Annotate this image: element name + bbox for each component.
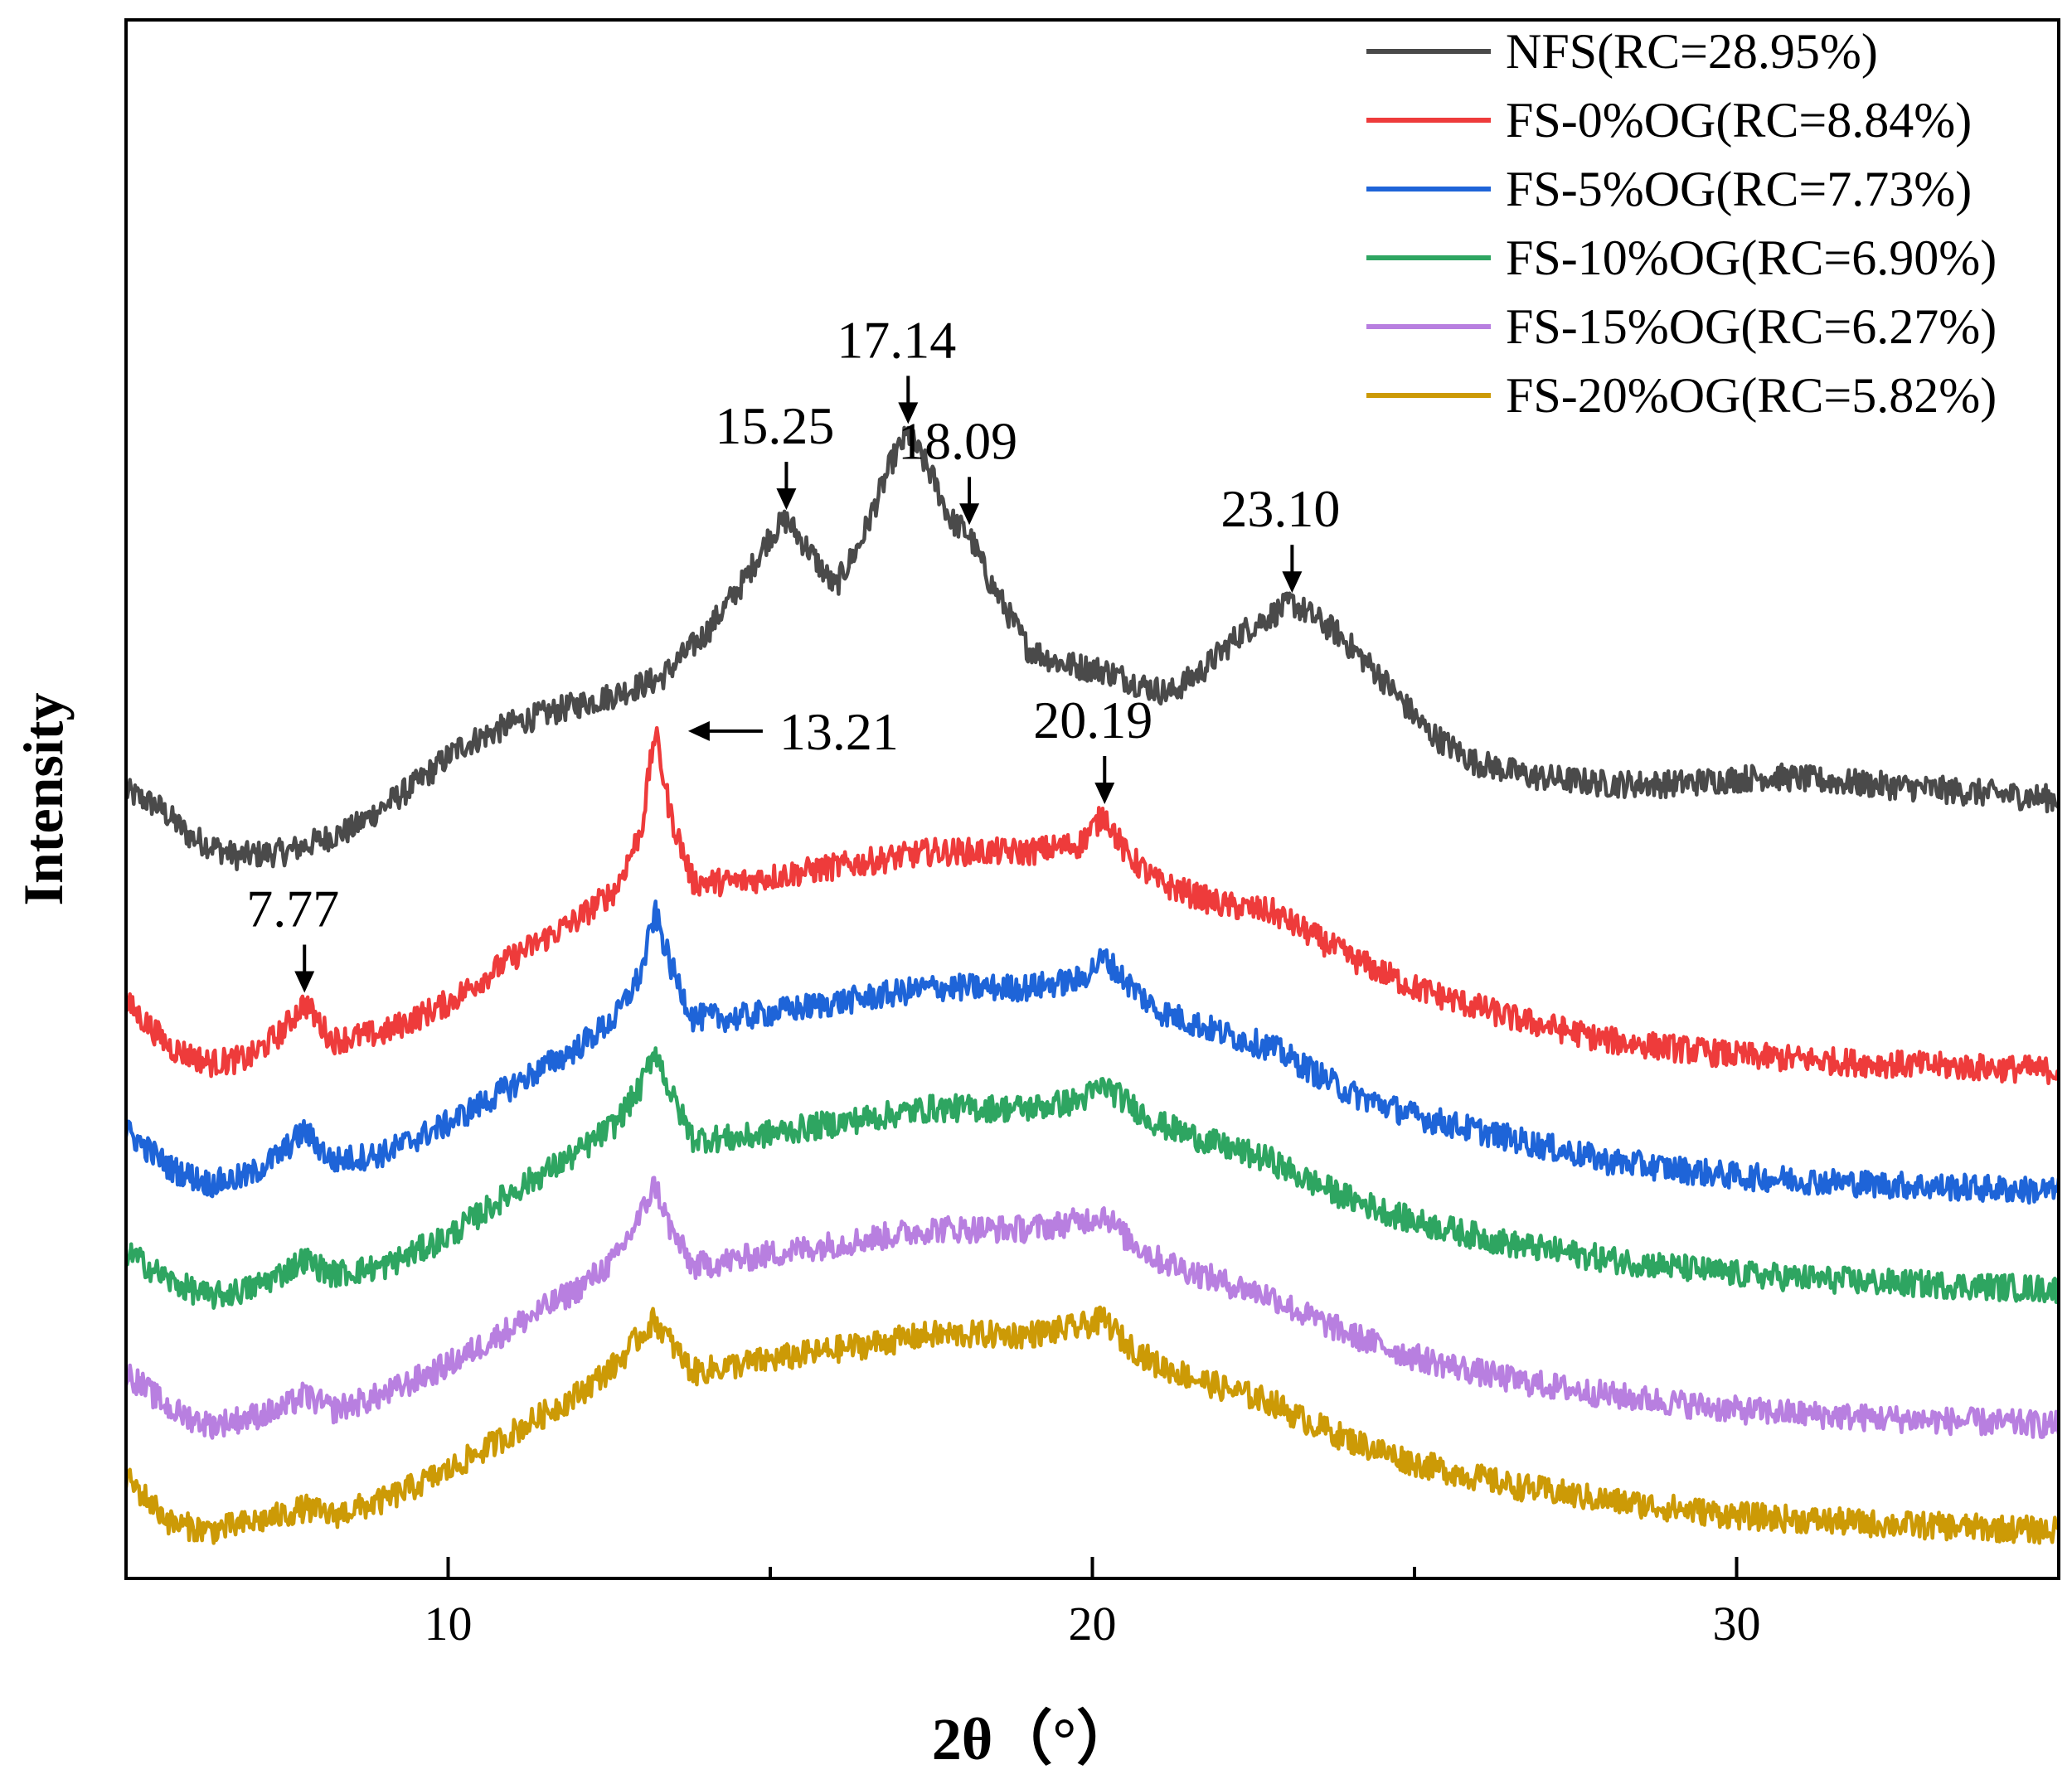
series-line-nfs-rc-28-95 bbox=[126, 425, 2059, 871]
series-line-fs-20-og-rc-5-82 bbox=[126, 1305, 2059, 1545]
peak-arrow-head bbox=[959, 503, 980, 526]
legend-entry-fs-10-og-rc-6-90: FS-10%OG(RC=6.90%) bbox=[1366, 230, 1997, 285]
series-layer bbox=[126, 425, 2059, 1545]
legend-label: NFS(RC=28.95%) bbox=[1506, 24, 1878, 79]
legend-entry-fs-0-og-rc-8-84: FS-0%OG(RC=8.84%) bbox=[1366, 93, 1972, 148]
x-tick-label-30: 30 bbox=[1713, 1597, 1761, 1651]
peak-arrow-head bbox=[1282, 571, 1303, 594]
series-line-fs-10-og-rc-6-90 bbox=[126, 1046, 2059, 1310]
x-tick-label-10: 10 bbox=[425, 1597, 473, 1651]
peak-arrow-head bbox=[1094, 783, 1115, 804]
peak-label: 13.21 bbox=[779, 702, 899, 761]
legend: NFS(RC=28.95%) FS-0%OG(RC=8.84%) FS-5%OG(R… bbox=[1366, 24, 1997, 423]
x-axis-title: 2θ（°） bbox=[932, 1706, 1136, 1772]
peak-label: 7.77 bbox=[246, 880, 339, 938]
legend-label: FS-10%OG(RC=6.90%) bbox=[1506, 230, 1997, 285]
peak-label: 23.10 bbox=[1220, 479, 1340, 538]
legend-label: FS-15%OG(RC=6.27%) bbox=[1506, 299, 1997, 354]
legend-label: FS-5%OG(RC=7.73%) bbox=[1506, 162, 1972, 216]
peak-arrow-head bbox=[687, 720, 710, 741]
peak-arrow-head bbox=[776, 488, 797, 511]
peak-arrow-head bbox=[898, 402, 919, 424]
peak-arrow-head bbox=[294, 971, 315, 993]
peak-annotation-15-25: 15.25 bbox=[715, 396, 834, 511]
series-line-fs-5-og-rc-7-73 bbox=[126, 899, 2059, 1205]
peak-annotation-23-10: 23.10 bbox=[1220, 479, 1340, 594]
peak-annotation-20-19: 20.19 bbox=[1033, 691, 1152, 804]
peak-label: 15.25 bbox=[715, 396, 834, 455]
legend-entry-nfs-rc-28-95: NFS(RC=28.95%) bbox=[1366, 24, 1878, 79]
series-line-fs-0-og-rc-8-84 bbox=[126, 725, 2059, 1086]
x-axis: 10 20 30 bbox=[425, 1557, 1761, 1651]
legend-label: FS-0%OG(RC=8.84%) bbox=[1506, 93, 1972, 148]
legend-entry-fs-5-og-rc-7-73: FS-5%OG(RC=7.73%) bbox=[1366, 162, 1972, 216]
peak-annotation-18-09: 18.09 bbox=[898, 411, 1017, 526]
x-tick-label-20: 20 bbox=[1069, 1597, 1117, 1651]
peak-label: 20.19 bbox=[1033, 691, 1152, 749]
legend-entry-fs-15-og-rc-6-27: FS-15%OG(RC=6.27%) bbox=[1366, 299, 1997, 354]
peak-label: 17.14 bbox=[837, 310, 956, 369]
peak-annotation-17-14: 17.14 bbox=[837, 310, 956, 424]
peak-annotation-13-21: 13.21 bbox=[687, 702, 899, 761]
legend-label: FS-20%OG(RC=5.82%) bbox=[1506, 368, 1997, 423]
peak-annotation-7-77: 7.77 bbox=[246, 880, 339, 993]
y-axis-title: Intensity bbox=[12, 693, 75, 906]
series-line-fs-15-og-rc-6-27 bbox=[126, 1176, 2059, 1440]
peak-label: 18.09 bbox=[898, 411, 1017, 470]
legend-entry-fs-20-og-rc-5-82: FS-20%OG(RC=5.82%) bbox=[1366, 368, 1997, 423]
